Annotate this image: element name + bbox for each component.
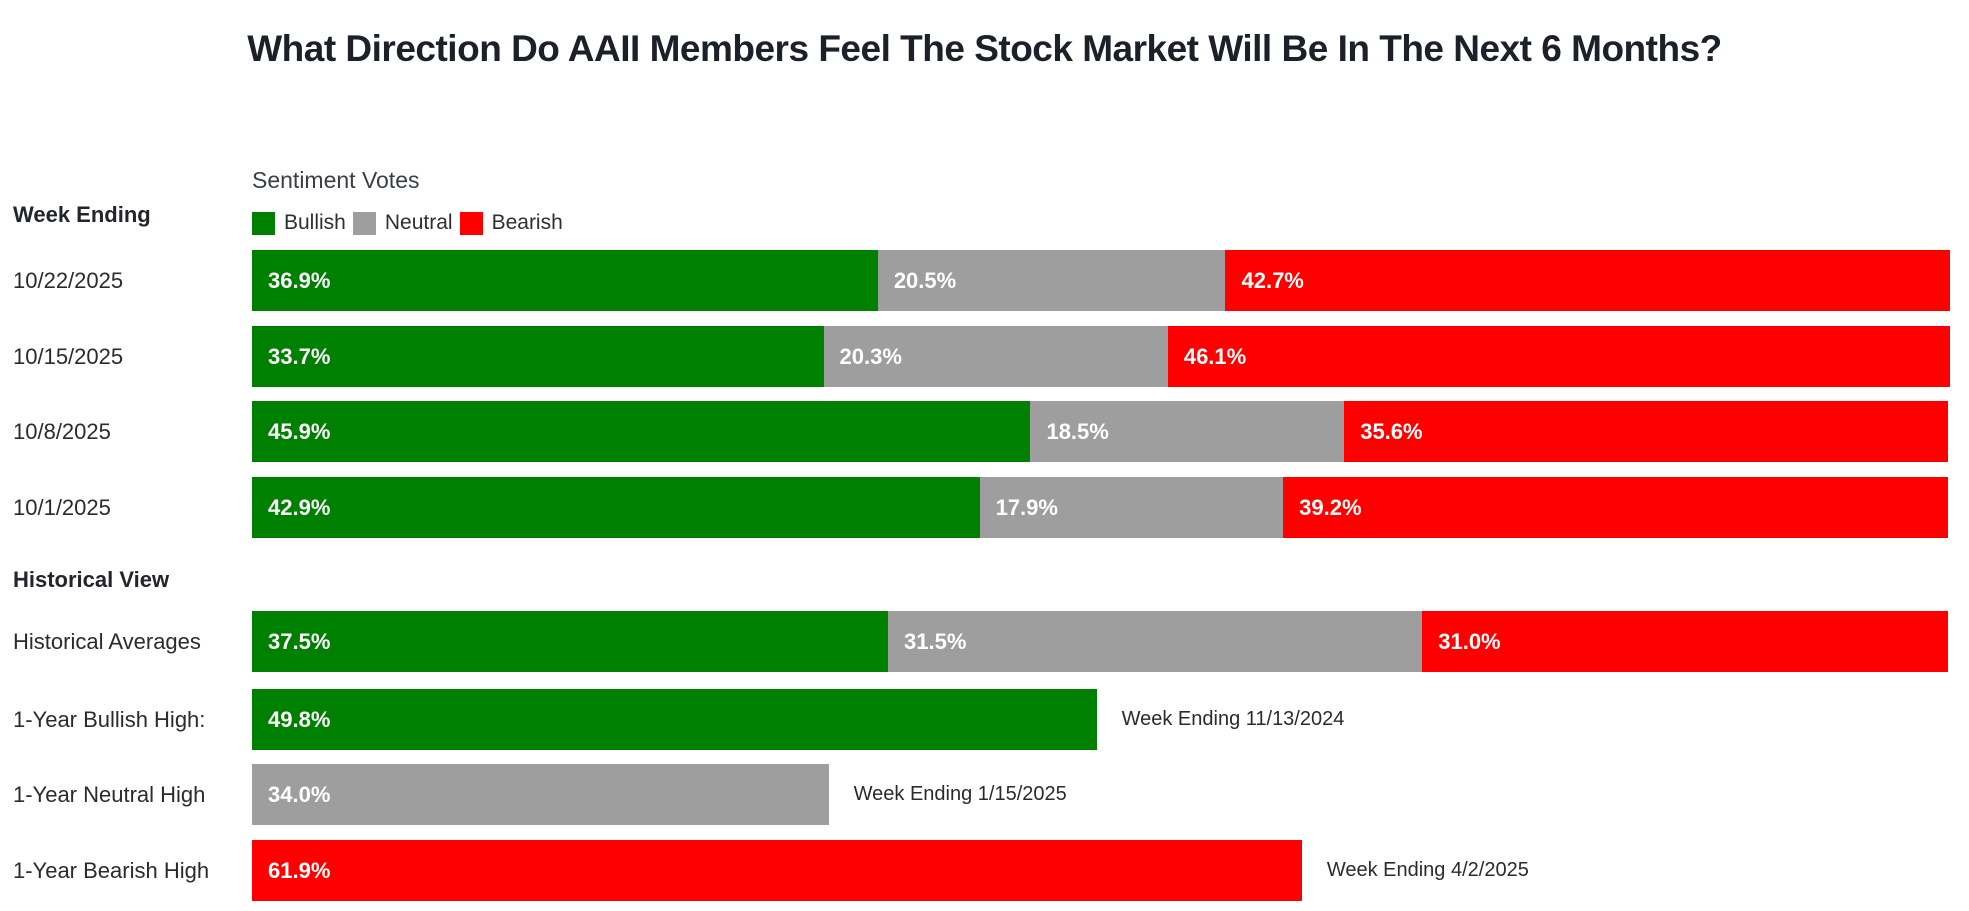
segment-value-label: 37.5% [268, 628, 331, 654]
segment-value-label: 34.0% [268, 781, 331, 807]
bar-segment-neutral[interactable]: 31.5% [888, 611, 1423, 672]
bar-segment-neutral[interactable]: 18.5% [1030, 401, 1345, 462]
neutral-legend-swatch [352, 211, 376, 235]
row-label: 1-Year Bearish High [13, 857, 210, 883]
bar-segment-bearish[interactable]: 42.7% [1225, 250, 1950, 311]
annotation-label: Week Ending 11/13/2024 [1121, 708, 1345, 730]
row-label: 10/8/2025 [13, 418, 111, 444]
segment-value-label: 46.1% [1183, 343, 1247, 369]
row-label: 1-Year Neutral High [13, 781, 206, 807]
bar-segment-bearish[interactable]: 39.2% [1283, 477, 1948, 538]
historical-view-header: Historical View [13, 567, 170, 592]
segment-value-label: 18.5% [1046, 418, 1109, 444]
bar-segment-bullish[interactable]: 49.8% [252, 689, 1097, 750]
segment-value-label: 31.0% [1438, 628, 1501, 654]
week-row: 36.9% 20.5% 42.7% [252, 250, 1950, 311]
segment-value-label: 36.9% [268, 267, 331, 293]
bearish-legend-swatch [459, 211, 483, 235]
bar-segment-neutral[interactable]: 34.0% [252, 764, 829, 825]
legend-title: Sentiment Votes [252, 167, 420, 193]
segment-value-label: 17.9% [995, 494, 1058, 520]
bar-segment-neutral[interactable]: 17.9% [979, 477, 1284, 538]
segment-value-label: 49.8% [268, 706, 331, 732]
bar-segment-bearish[interactable]: 31.0% [1422, 611, 1948, 672]
segment-value-label: 39.2% [1299, 494, 1362, 520]
historical-row: 37.5% 31.5% 31.0% [252, 611, 1948, 672]
historical-row: 49.8% [252, 689, 1097, 750]
segment-value-label: 35.6% [1360, 418, 1423, 444]
week-ending-header: Week Ending [13, 202, 151, 227]
row-label: 10/22/2025 [13, 267, 124, 293]
segment-value-label: 31.5% [904, 628, 967, 654]
row-label: 10/15/2025 [13, 343, 124, 369]
week-row: 42.9% 17.9% 39.2% [252, 477, 1948, 538]
bar-segment-bullish[interactable]: 37.5% [252, 611, 888, 672]
annotation-label: Week Ending 1/15/2025 [853, 783, 1067, 805]
bullish-legend-label: Bullish [284, 211, 346, 234]
row-label: Historical Averages [13, 628, 201, 654]
bar-segment-bearish[interactable]: 46.1% [1167, 326, 1950, 387]
bearish-legend-label: Bearish [491, 211, 563, 234]
historical-row: 34.0% [252, 764, 829, 825]
segment-value-label: 45.9% [268, 418, 331, 444]
bar-segment-bearish[interactable]: 35.6% [1344, 401, 1948, 462]
bar-segment-bullish[interactable]: 33.7% [252, 326, 824, 387]
annotation-label: Week Ending 4/2/2025 [1326, 859, 1529, 881]
bar-segment-bullish[interactable]: 42.9% [252, 477, 980, 538]
neutral-legend-label: Neutral [384, 211, 453, 234]
segment-value-label: 42.7% [1241, 267, 1304, 293]
bullish-legend-swatch [252, 211, 275, 235]
bar-segment-bullish[interactable]: 45.9% [252, 401, 1031, 462]
segment-value-label: 20.3% [839, 343, 902, 369]
row-label: 1-Year Bullish High: [13, 706, 206, 732]
historical-row: 61.9% [252, 840, 1302, 901]
week-row: 33.7% 20.3% 46.1% [252, 326, 1950, 387]
segment-value-label: 20.5% [893, 267, 957, 293]
bar-segment-bullish[interactable]: 36.9% [252, 250, 878, 311]
bar-segment-neutral[interactable]: 20.3% [823, 326, 1168, 387]
row-label: 10/1/2025 [13, 494, 111, 520]
segment-value-label: 61.9% [268, 857, 331, 883]
chart-title: What Direction Do AAII Members Feel The … [247, 28, 1722, 69]
segment-value-label: 33.7% [268, 343, 331, 369]
segment-value-label: 42.9% [268, 494, 331, 520]
bar-segment-neutral[interactable]: 20.5% [877, 250, 1226, 311]
week-row: 45.9% 18.5% 35.6% [252, 401, 1948, 462]
legend: Bullish Neutral Bearish [252, 211, 570, 235]
bar-segment-bearish[interactable]: 61.9% [252, 840, 1302, 901]
